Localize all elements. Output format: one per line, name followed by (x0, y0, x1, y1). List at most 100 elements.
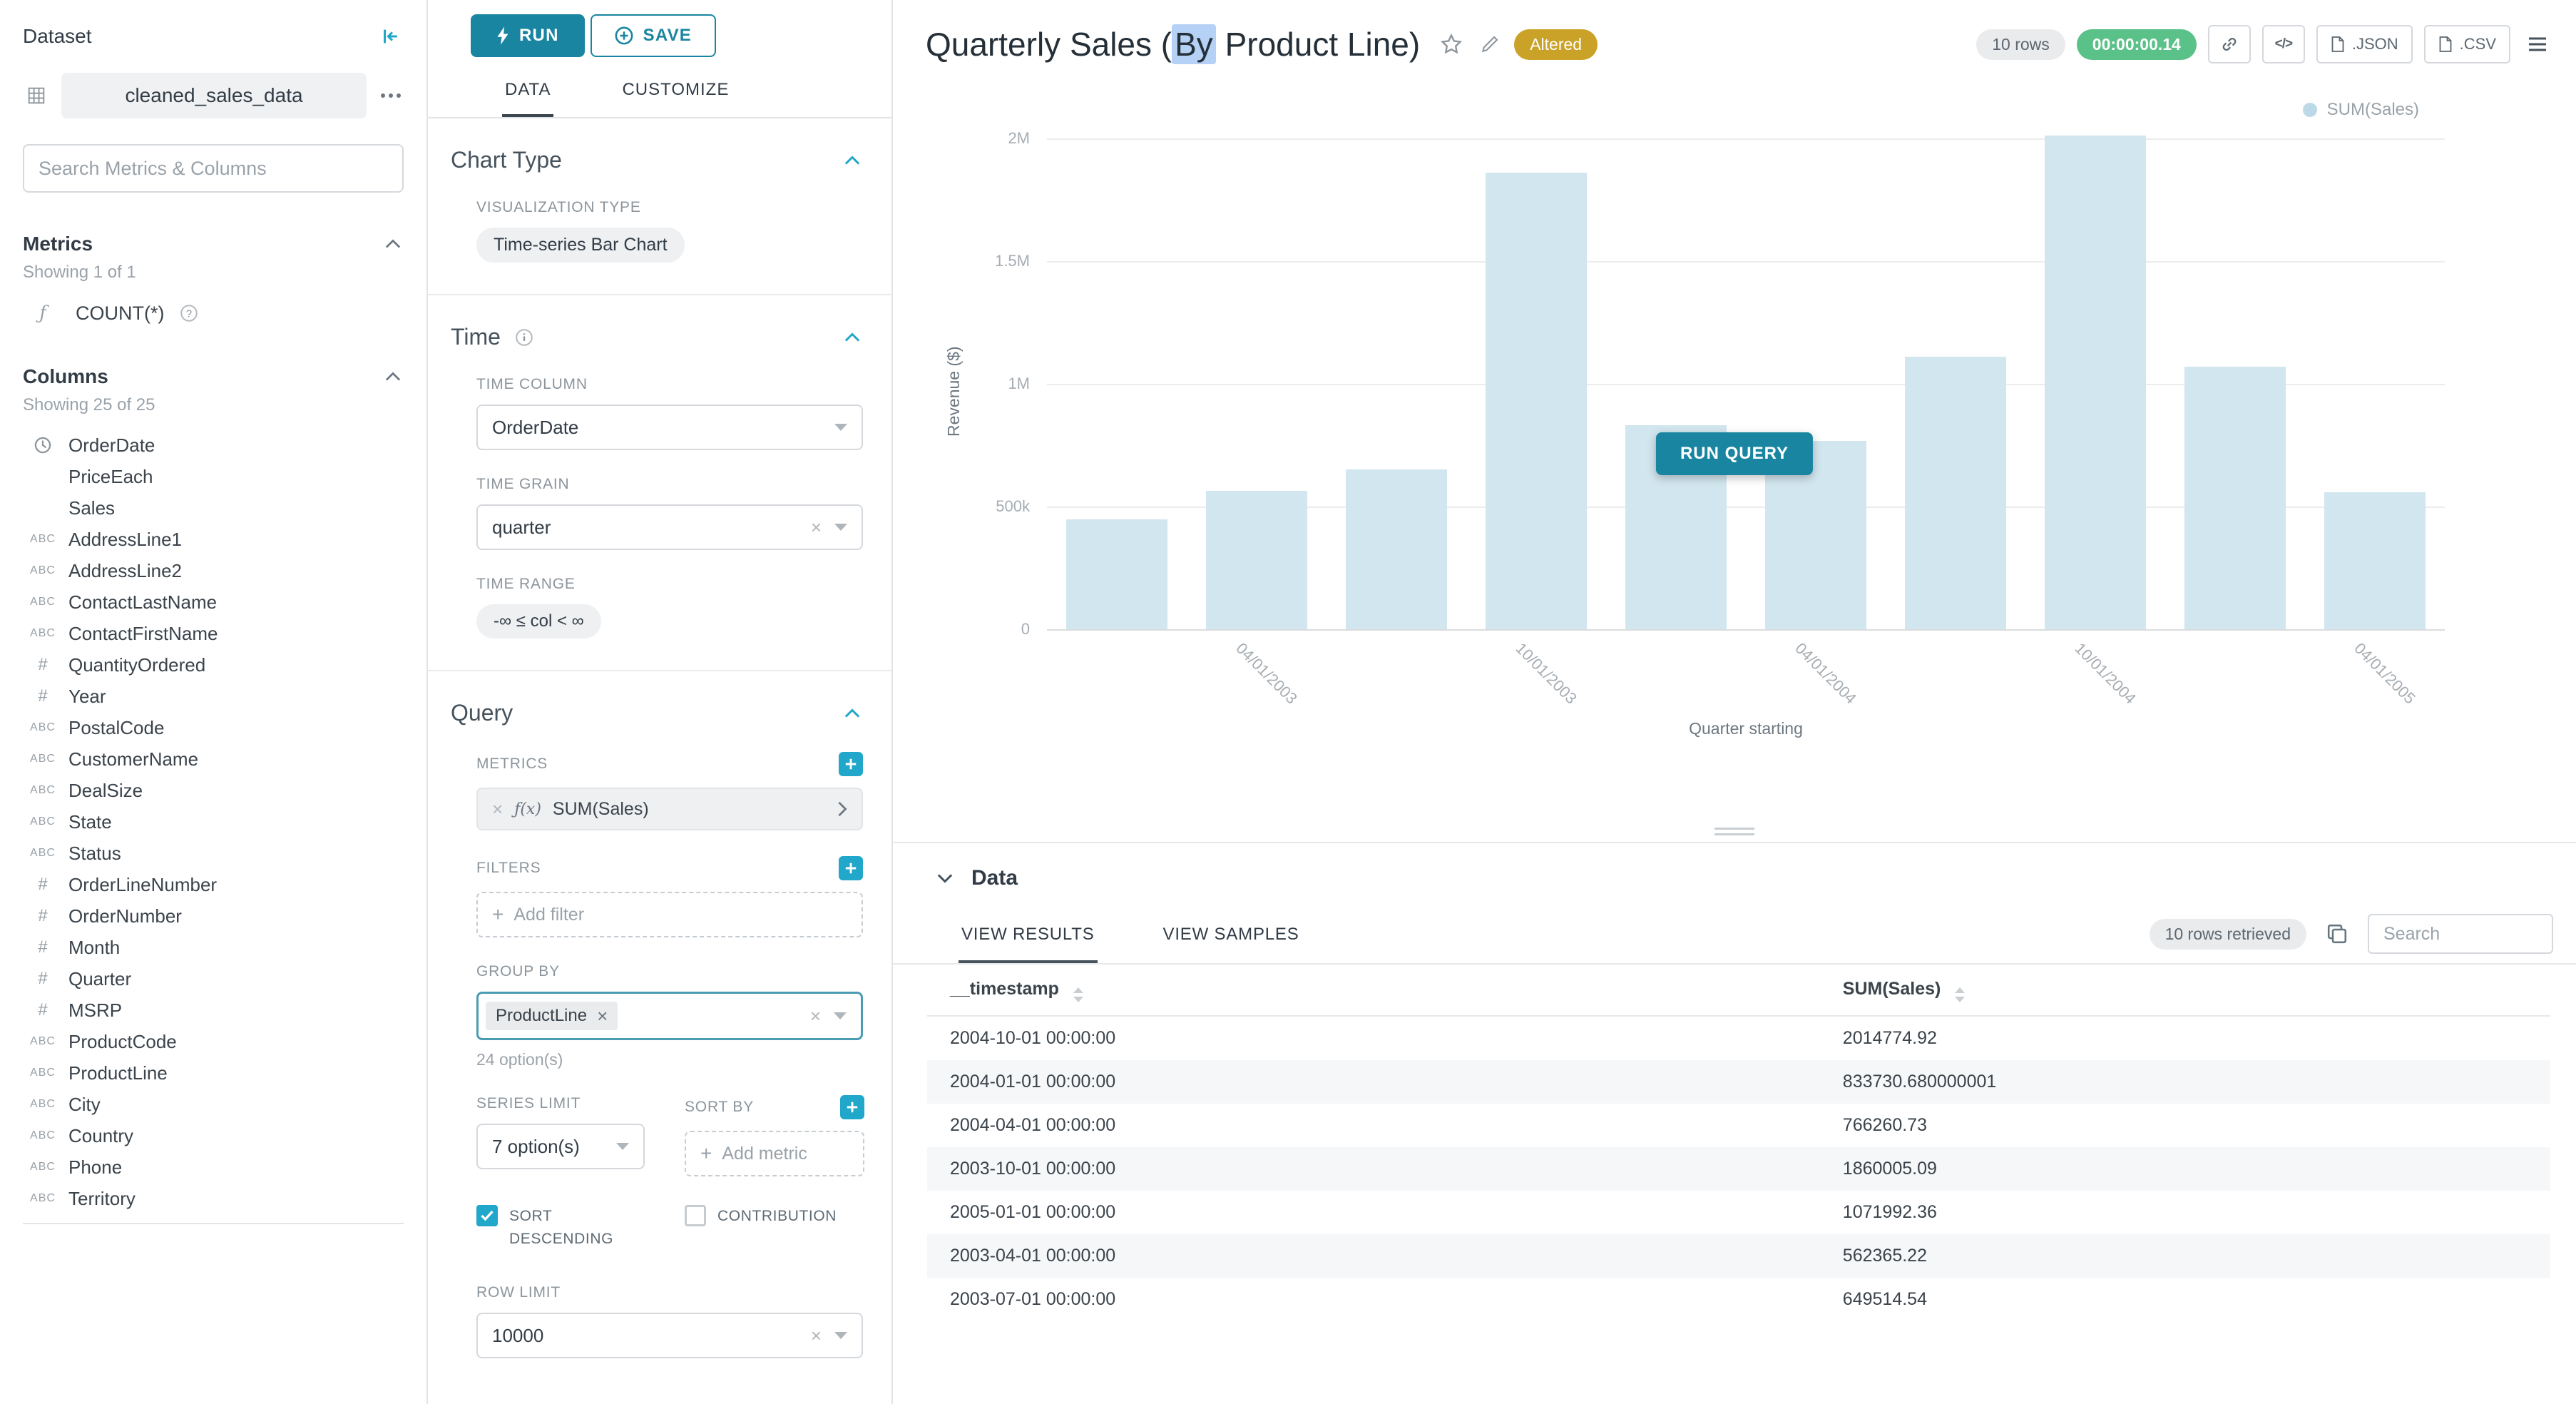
column-item-Sales[interactable]: Sales (23, 492, 404, 524)
column-item-QuantityOrdered[interactable]: # QuantityOrdered (23, 649, 404, 681)
chevron-up-icon[interactable] (842, 153, 863, 168)
contribution-checkbox[interactable] (685, 1205, 706, 1226)
metric-item-count[interactable]: ƒ COUNT(*) ? (23, 301, 404, 325)
column-item-City[interactable]: ABC City (23, 1089, 404, 1120)
add-filter-dropzone[interactable]: + Add filter (476, 892, 863, 937)
remove-tag-icon[interactable]: × (597, 1005, 608, 1027)
column-item-AddressLine2[interactable]: ABC AddressLine2 (23, 555, 404, 586)
metrics-columns-search-input[interactable] (23, 144, 404, 193)
column-item-Territory[interactable]: ABC Territory (23, 1183, 404, 1214)
tab-view-results[interactable]: VIEW RESULTS (959, 905, 1098, 963)
collapse-panel-icon[interactable] (377, 23, 404, 50)
column-item-DealSize[interactable]: ABC DealSize (23, 775, 404, 806)
text-type-icon: ABC (30, 596, 56, 608)
panel-resize-handle[interactable] (1714, 824, 1754, 839)
column-item-AddressLine1[interactable]: ABC AddressLine1 (23, 524, 404, 555)
column-item-Quarter[interactable]: # Quarter (23, 963, 404, 994)
column-item-Phone[interactable]: ABC Phone (23, 1151, 404, 1183)
chart-plot: 0 500k 1M 1.5M 2M 04/01/2003 10/01/2003 04/01/2… (995, 114, 2445, 708)
edit-title-icon[interactable] (1477, 31, 1503, 57)
menu-icon[interactable] (2522, 30, 2553, 58)
column-item-CustomerName[interactable]: ABC CustomerName (23, 743, 404, 775)
add-metric-icon[interactable] (839, 752, 863, 776)
clear-icon[interactable]: × (810, 517, 822, 538)
run-query-button[interactable]: RUN QUERY (1655, 432, 1814, 475)
group-by-tag[interactable]: ProductLine × (486, 1002, 618, 1030)
info-icon[interactable] (512, 325, 536, 350)
row-limit-select[interactable]: 10000 × (476, 1313, 863, 1358)
altered-badge[interactable]: Altered (1514, 29, 1598, 60)
column-item-OrderNumber[interactable]: # OrderNumber (23, 900, 404, 932)
query-timer-badge: 00:00:00.14 (2076, 29, 2197, 60)
share-link-icon[interactable] (2207, 25, 2251, 63)
columns-section-header[interactable]: Columns (23, 365, 404, 388)
bar-2003-01-01[interactable] (1066, 519, 1167, 629)
tab-view-samples[interactable]: VIEW SAMPLES (1162, 925, 1299, 944)
metrics-section-header[interactable]: Metrics (23, 233, 404, 255)
column-item-OrderDate[interactable]: OrderDate (23, 429, 404, 461)
bar-2003-10-01[interactable] (1486, 173, 1587, 629)
sort-descending-checkbox[interactable] (476, 1205, 498, 1226)
column-item-ProductCode[interactable]: ABC ProductCode (23, 1026, 404, 1057)
dataset-more-options-icon[interactable] (378, 88, 404, 103)
column-item-Country[interactable]: ABC Country (23, 1120, 404, 1151)
chevron-up-icon[interactable] (382, 236, 404, 252)
collapse-data-chevron-down-icon[interactable] (934, 870, 956, 886)
export-csv-button[interactable]: .CSV (2423, 25, 2510, 63)
column-item-State[interactable]: ABC State (23, 806, 404, 838)
column-header-SUM(Sales)[interactable]: SUM(Sales) (1819, 965, 2550, 1017)
run-button[interactable]: RUN (471, 14, 585, 57)
chevron-up-icon[interactable] (842, 706, 863, 721)
time-grain-select[interactable]: quarter × (476, 504, 863, 550)
bar-2005-01-01[interactable] (2184, 367, 2286, 629)
add-filter-icon[interactable] (839, 856, 863, 880)
time-range-value[interactable]: -∞ ≤ col < ∞ (476, 604, 601, 639)
column-item-MSRP[interactable]: # MSRP (23, 994, 404, 1026)
bar-2004-10-01[interactable] (2045, 136, 2146, 629)
column-item-Month[interactable]: # Month (23, 932, 404, 963)
column-item-OrderLineNumber[interactable]: # OrderLineNumber (23, 869, 404, 900)
bar-2005-04-01[interactable] (2324, 492, 2426, 629)
column-item-Year[interactable]: # Year (23, 681, 404, 712)
remove-metric-icon[interactable]: × (492, 798, 504, 820)
table-search-input[interactable] (2368, 914, 2553, 954)
sort-icon[interactable] (1955, 987, 1966, 1002)
viz-type-value[interactable]: Time-series Bar Chart (476, 228, 685, 263)
export-json-button[interactable]: .JSON (2316, 25, 2413, 63)
column-item-PostalCode[interactable]: ABC PostalCode (23, 712, 404, 743)
sort-icon[interactable] (1073, 987, 1083, 1002)
metric-item-sum-sales[interactable]: × ƒ(x) SUM(Sales) (476, 788, 863, 830)
add-sort-metric-icon[interactable] (840, 1095, 864, 1119)
tab-data[interactable]: DATA (502, 74, 553, 117)
table-row: 2004-10-01 00:00:00 2014774.92 (927, 1016, 2550, 1060)
chevron-up-icon[interactable] (842, 330, 863, 345)
column-header-__timestamp[interactable]: __timestamp (927, 965, 1820, 1017)
group-by-select[interactable]: ProductLine × × (476, 992, 863, 1040)
column-item-ContactFirstName[interactable]: ABC ContactFirstName (23, 618, 404, 649)
clear-icon[interactable]: × (809, 1005, 821, 1027)
clear-icon[interactable]: × (810, 1325, 822, 1346)
table-row: 2004-01-01 00:00:00 833730.680000001 (927, 1060, 2550, 1104)
series-limit-select[interactable]: 7 option(s) (476, 1124, 645, 1169)
embed-code-icon[interactable]: </> (2261, 25, 2305, 63)
bar-2003-07-01[interactable] (1346, 469, 1447, 629)
column-item-Status[interactable]: ABC Status (23, 838, 404, 869)
check-icon (481, 1211, 494, 1221)
add-sort-metric-dropzone[interactable]: + Add metric (685, 1131, 864, 1176)
column-item-ContactLastName[interactable]: ABC ContactLastName (23, 586, 404, 618)
save-button[interactable]: SAVE (590, 14, 716, 57)
help-icon[interactable]: ? (177, 301, 201, 325)
chart-legend[interactable]: SUM(Sales) (2302, 100, 2419, 120)
column-name: PostalCode (68, 716, 165, 738)
dataset-name[interactable]: cleaned_sales_data (61, 73, 367, 118)
time-column-select[interactable]: OrderDate (476, 405, 863, 450)
favorite-star-icon[interactable] (1437, 30, 1466, 58)
column-item-PriceEach[interactable]: PriceEach (23, 461, 404, 492)
chart-title[interactable]: Quarterly Sales (By Product Line) (926, 24, 1421, 64)
chevron-up-icon[interactable] (382, 369, 404, 385)
copy-icon[interactable] (2324, 920, 2351, 947)
bar-2004-07-01[interactable] (1905, 357, 2006, 629)
bar-2003-04-01[interactable] (1206, 491, 1307, 629)
column-item-ProductLine[interactable]: ABC ProductLine (23, 1057, 404, 1089)
tab-customize[interactable]: CUSTOMIZE (622, 80, 730, 99)
